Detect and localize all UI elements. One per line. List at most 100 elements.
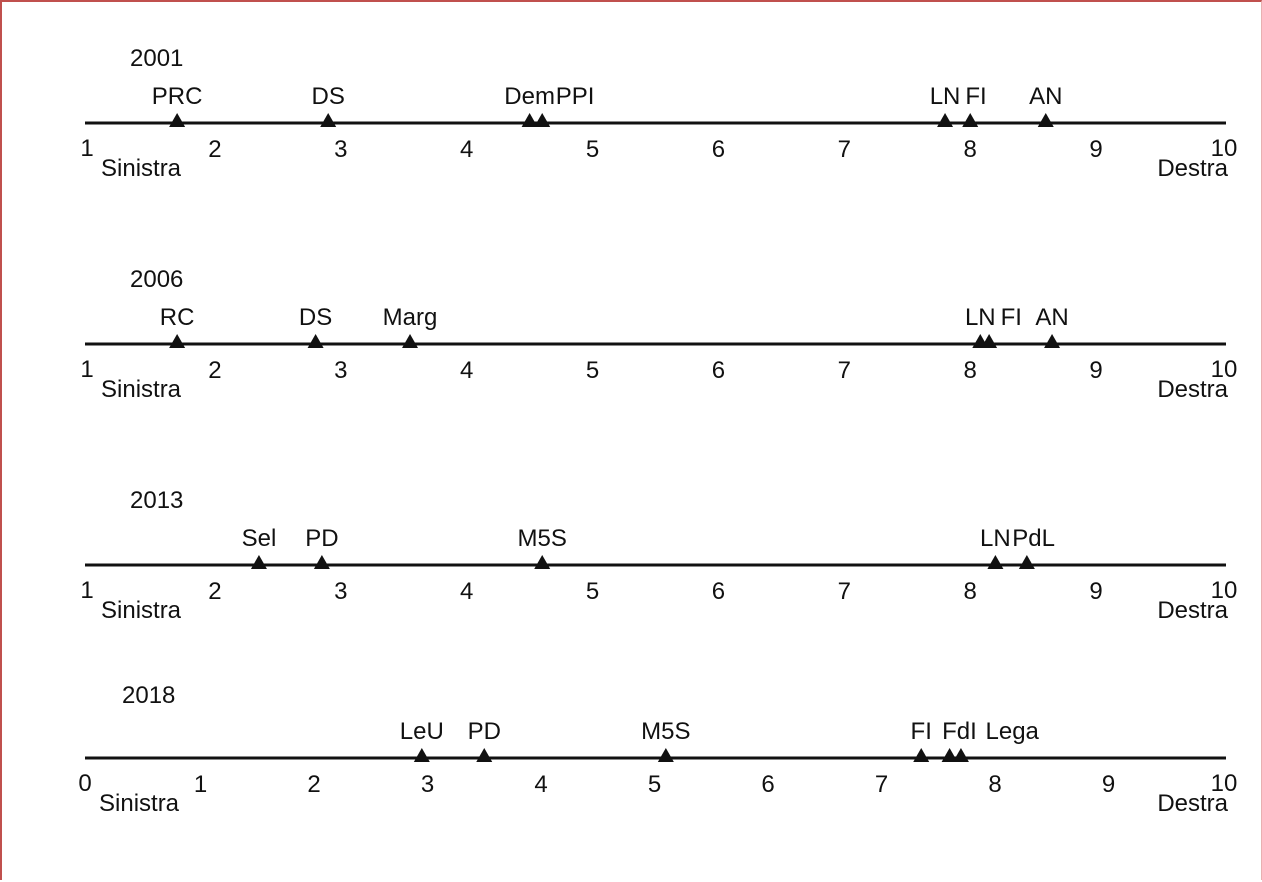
tick-label: 2: [208, 578, 221, 605]
right-end-label: Destra: [1157, 155, 1228, 182]
tick-label: 8: [964, 357, 977, 384]
party-label: DS: [312, 83, 345, 110]
party-label: LN: [980, 525, 1011, 552]
tick-label: 3: [334, 357, 347, 384]
party-marker: [534, 113, 551, 127]
tick-label: 4: [460, 357, 473, 384]
tick-label: 3: [334, 578, 347, 605]
party-label: PdL: [1012, 525, 1055, 552]
tick-label: 8: [964, 578, 977, 605]
timeline-2018: 2018 0 1 2 3 4 5 6 7 8 9 10 Sinistra Destra LeU PD M5S FI…: [78, 682, 1237, 817]
party-marker: [981, 334, 998, 348]
party-marker: [952, 748, 969, 762]
party-marker: [987, 555, 1004, 569]
party-marker: [250, 555, 267, 569]
party-label: M5S: [518, 525, 567, 552]
party-label: LN: [965, 304, 996, 331]
timeline-year: 2013: [130, 487, 183, 514]
tick-label: 1: [80, 356, 93, 383]
tick-label: 1: [80, 577, 93, 604]
left-end-label: Sinistra: [101, 376, 182, 403]
tick-label: 10: [1211, 770, 1238, 797]
left-end-label: Sinistra: [99, 790, 180, 817]
tick-label: 6: [761, 771, 774, 798]
tick-label: 5: [586, 357, 599, 384]
party-marker: [534, 555, 551, 569]
party-marker: [413, 748, 430, 762]
tick-label: 10: [1211, 356, 1238, 383]
party-marker: [1018, 555, 1035, 569]
tick-label: 5: [586, 578, 599, 605]
tick-label: 7: [838, 357, 851, 384]
tick-label: 1: [80, 135, 93, 162]
tick-label: 6: [712, 578, 725, 605]
party-label: AN: [1029, 83, 1062, 110]
party-marker: [941, 748, 958, 762]
tick-label: 10: [1211, 135, 1238, 162]
party-marker: [937, 113, 954, 127]
timeline-year: 2018: [122, 682, 175, 709]
tick-label: 7: [838, 136, 851, 163]
tick-label: 5: [586, 136, 599, 163]
tick-label: 2: [208, 357, 221, 384]
right-end-label: Destra: [1157, 376, 1228, 403]
tick-label: 5: [648, 771, 661, 798]
tick-label: 8: [988, 771, 1001, 798]
party-marker: [962, 113, 979, 127]
tick-label: 7: [875, 771, 888, 798]
tick-label: 4: [460, 578, 473, 605]
left-end-label: Sinistra: [101, 597, 182, 624]
party-label: PPI: [556, 83, 595, 110]
party-marker: [169, 113, 186, 127]
right-end-label: Destra: [1157, 790, 1228, 817]
tick-label: 9: [1102, 771, 1115, 798]
tick-label: 1: [194, 771, 207, 798]
party-label: RC: [160, 304, 195, 331]
party-label: Sel: [242, 525, 277, 552]
party-marker: [657, 748, 674, 762]
party-marker: [313, 555, 330, 569]
party-marker: [476, 748, 493, 762]
tick-label: 6: [712, 136, 725, 163]
tick-label: 2: [208, 136, 221, 163]
right-end-label: Destra: [1157, 597, 1228, 624]
timeline-2013: 2013 1 2 3 4 5 6 7 8 9 10 Sinistra Destra Sel PD M5S LN P…: [80, 487, 1237, 624]
party-label: Lega: [986, 718, 1040, 745]
party-label: PD: [468, 718, 501, 745]
tick-label: 4: [460, 136, 473, 163]
timeline-2006: 2006 1 2 3 4 5 6 7 8 9 10 Sinistra Destra RC DS Marg LN F…: [80, 266, 1237, 403]
party-marker: [521, 113, 538, 127]
tick-label: 4: [534, 771, 547, 798]
timeline-2001: 2001 1 2 3 4 5 6 7 8 9 10 Sinistra Destra PRC DS Dem PPI…: [80, 45, 1237, 182]
party-label: FI: [1001, 304, 1022, 331]
party-label: FI: [965, 83, 986, 110]
tick-label: 9: [1089, 136, 1102, 163]
party-marker: [169, 334, 186, 348]
party-label: DS: [299, 304, 332, 331]
party-label: PD: [305, 525, 338, 552]
party-label: M5S: [641, 718, 690, 745]
tick-label: 3: [421, 771, 434, 798]
tick-label: 7: [838, 578, 851, 605]
tick-label: 10: [1211, 577, 1238, 604]
tick-label: 2: [307, 771, 320, 798]
party-marker: [307, 334, 324, 348]
tick-label: 8: [964, 136, 977, 163]
tick-label: 0: [78, 770, 91, 797]
tick-label: 6: [712, 357, 725, 384]
party-label: AN: [1035, 304, 1068, 331]
timeline-year: 2001: [130, 45, 183, 72]
tick-label: 3: [334, 136, 347, 163]
party-marker: [402, 334, 419, 348]
party-marker: [1044, 334, 1061, 348]
party-label: Dem: [504, 83, 555, 110]
party-marker: [913, 748, 930, 762]
left-end-label: Sinistra: [101, 155, 182, 182]
party-marker: [1037, 113, 1054, 127]
party-label: LN: [930, 83, 961, 110]
timeline-year: 2006: [130, 266, 183, 293]
party-label: FdI: [942, 718, 977, 745]
party-label: LeU: [400, 718, 444, 745]
